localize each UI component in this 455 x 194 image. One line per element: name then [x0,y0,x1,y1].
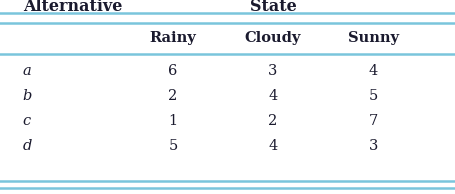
Text: d: d [23,139,32,153]
Text: Alternative: Alternative [23,0,122,15]
Text: 7: 7 [369,114,378,128]
Text: 4: 4 [369,64,378,78]
Text: c: c [23,114,31,128]
Text: 3: 3 [369,139,378,153]
Text: 4: 4 [268,139,278,153]
Text: Sunny: Sunny [348,31,399,45]
Text: 2: 2 [168,89,177,103]
Text: 5: 5 [168,139,177,153]
Text: 3: 3 [268,64,278,78]
Text: a: a [23,64,31,78]
Text: 6: 6 [168,64,177,78]
Text: 4: 4 [268,89,278,103]
Text: Rainy: Rainy [150,31,196,45]
Text: 2: 2 [268,114,278,128]
Text: Cloudy: Cloudy [245,31,301,45]
Text: State: State [250,0,296,15]
Text: b: b [23,89,32,103]
Text: 5: 5 [369,89,378,103]
Text: 1: 1 [168,114,177,128]
